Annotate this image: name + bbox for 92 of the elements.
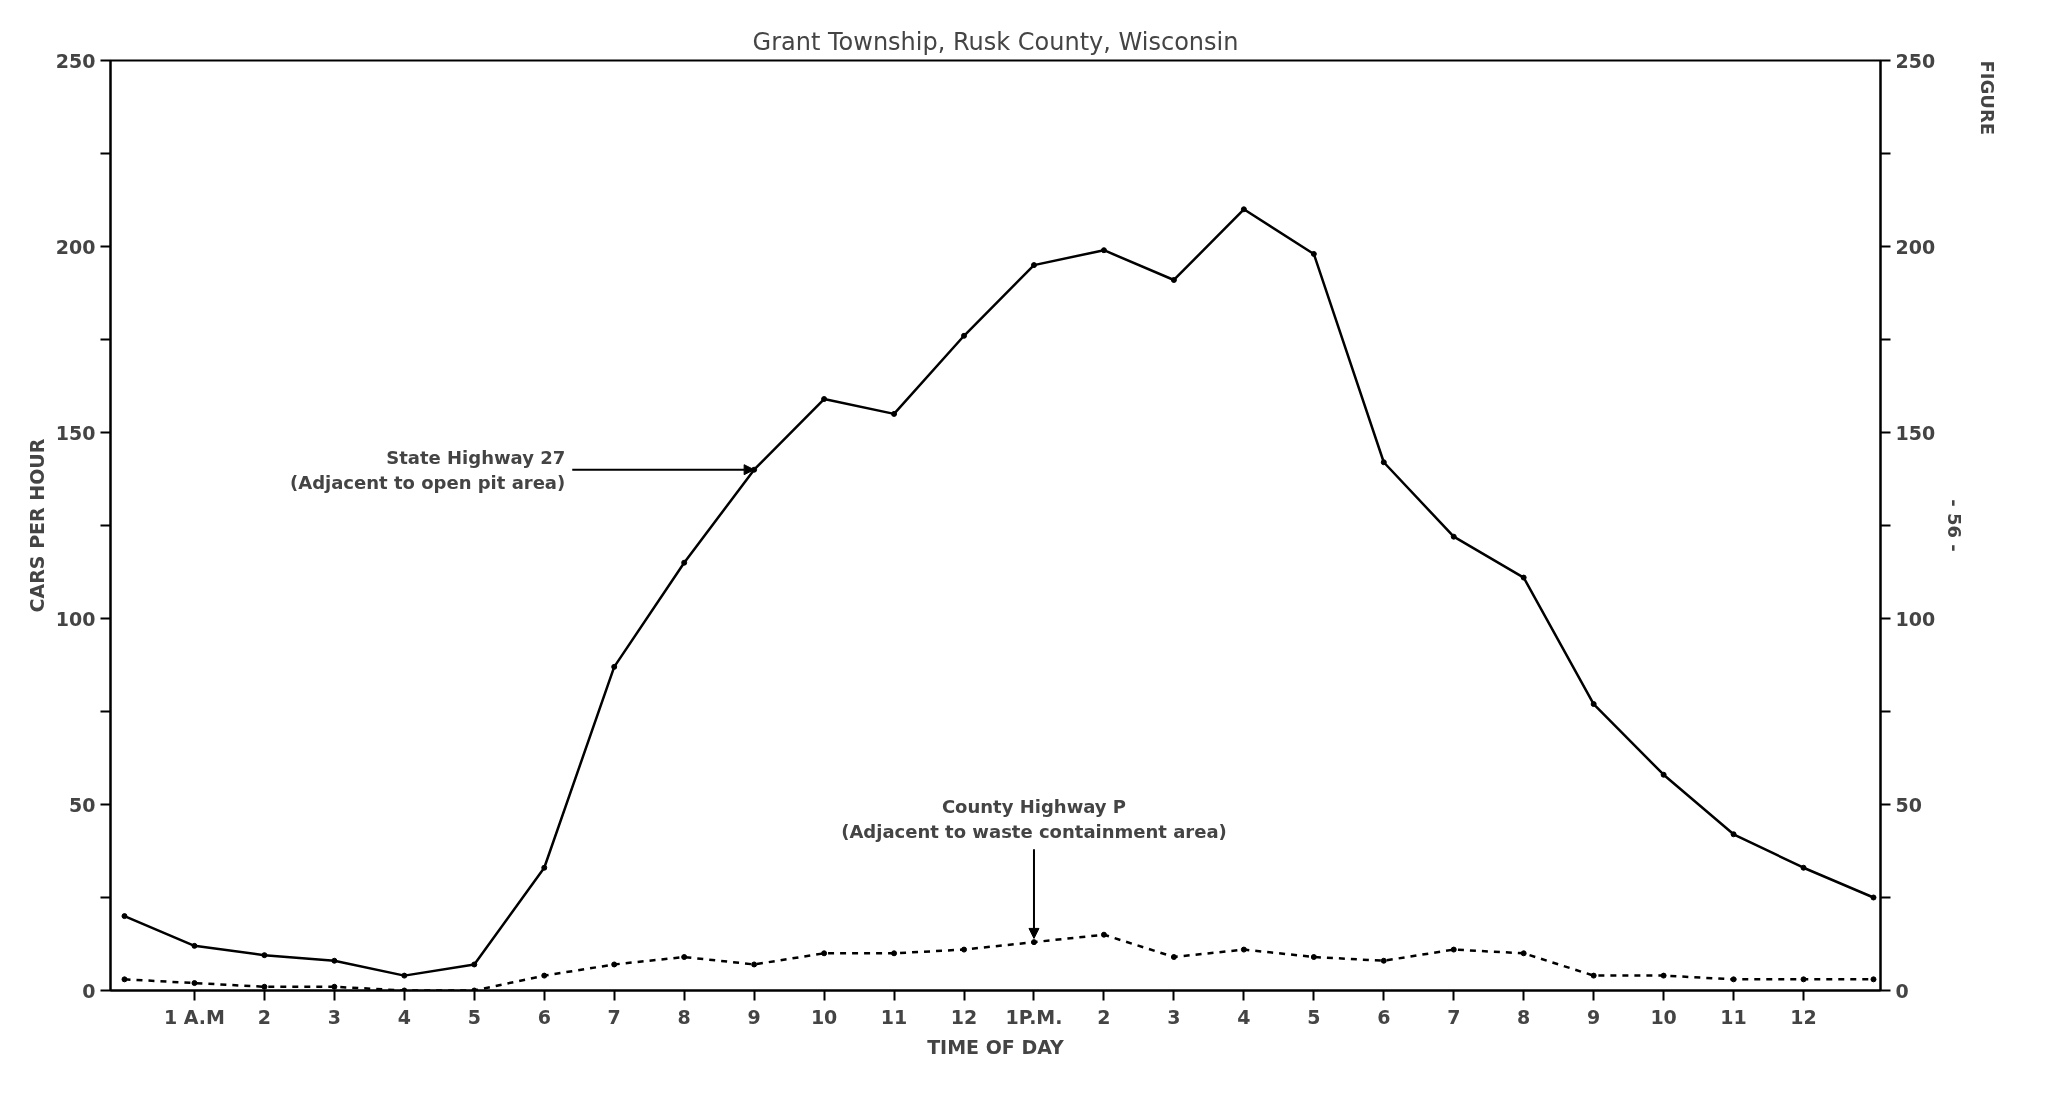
text: - 56 - — [1943, 499, 1965, 552]
y2-tick-label: 250 — [1895, 49, 1936, 72]
point — [961, 946, 968, 953]
point — [1590, 701, 1597, 708]
x-tick-label: 4 — [397, 1005, 411, 1028]
x-tick-label: 5 — [467, 1005, 481, 1028]
x-tick-label: 3 — [1167, 1005, 1181, 1028]
x-axis-title: TIME OF DAY — [927, 1035, 1065, 1058]
y-tick-label: 200 — [55, 235, 96, 258]
x-tick-label: 12 — [950, 1005, 978, 1028]
point — [1520, 950, 1527, 957]
point — [1380, 459, 1387, 466]
point — [191, 942, 198, 949]
point — [401, 972, 408, 979]
y2-tick-label: 50 — [1895, 793, 1922, 816]
y-tick-label: 100 — [55, 607, 96, 630]
point — [821, 950, 828, 957]
point — [1730, 831, 1737, 838]
y-tick-label: 50 — [69, 793, 96, 816]
point — [611, 663, 618, 670]
x-tick-label: 5 — [1307, 1005, 1321, 1028]
point — [541, 864, 548, 871]
point — [681, 954, 688, 961]
point — [1310, 250, 1317, 257]
text: FIGURE — [1976, 60, 1998, 136]
chart-title: Grant Township, Rusk County, Wisconsin — [752, 27, 1239, 56]
point — [471, 961, 478, 968]
point — [1800, 976, 1807, 983]
x-tick-label: 11 — [1720, 1005, 1747, 1028]
point — [1380, 957, 1387, 964]
point — [1100, 931, 1107, 938]
annotation: State Highway 27 (Adjacent to open pit area) — [290, 446, 566, 493]
point — [1730, 976, 1737, 983]
point — [121, 976, 128, 983]
point — [611, 961, 618, 968]
x-tick-label: 3 — [327, 1005, 341, 1028]
x-tick-label: 12 — [1790, 1005, 1817, 1028]
point — [961, 332, 968, 339]
x-tick-label: 1P.M. — [1005, 1005, 1063, 1028]
y-tick-label: 250 — [55, 49, 96, 72]
point — [191, 980, 198, 987]
point — [1870, 976, 1877, 983]
x-tick-label: 10 — [1650, 1005, 1677, 1028]
x-tick-label: 10 — [810, 1005, 838, 1028]
x-tick-label: 4 — [1237, 1005, 1251, 1028]
point — [1450, 946, 1457, 953]
x-tick-label: 2 — [257, 1005, 272, 1028]
x-tick-label: 1 A.M — [163, 1005, 225, 1028]
point — [1240, 946, 1247, 953]
y-axis-title: CARS PER HOUR — [25, 438, 48, 613]
y2-tick-label: 150 — [1895, 421, 1936, 444]
x-tick-label: 6 — [537, 1005, 551, 1028]
point — [1870, 894, 1877, 901]
point — [1030, 262, 1037, 269]
annotation: County Highway P (Adjacent to waste containment area) — [841, 795, 1227, 842]
point — [331, 983, 338, 990]
x-tick-label: 7 — [1447, 1005, 1461, 1028]
point — [1450, 533, 1457, 540]
y2-tick-label: 100 — [1895, 607, 1936, 630]
x-tick-label: 8 — [677, 1005, 691, 1028]
point — [1170, 276, 1177, 283]
point — [1240, 206, 1247, 213]
point — [1170, 954, 1177, 961]
point — [1520, 574, 1527, 581]
y-tick-label: 0 — [82, 979, 96, 1002]
point — [1660, 972, 1667, 979]
point — [681, 559, 688, 566]
point — [541, 972, 548, 979]
point — [121, 913, 128, 920]
point — [751, 961, 758, 968]
point — [1030, 939, 1037, 946]
x-tick-label: 2 — [1097, 1005, 1111, 1028]
point — [261, 983, 268, 990]
point — [891, 410, 898, 417]
point — [1660, 771, 1667, 778]
y2-tick-label: 0 — [1895, 979, 1909, 1002]
y2-tick-label: 200 — [1895, 235, 1936, 258]
point — [1310, 954, 1317, 961]
x-tick-label: 8 — [1517, 1005, 1531, 1028]
point — [331, 957, 338, 964]
point — [261, 952, 268, 959]
point — [821, 396, 828, 403]
y-tick-label: 150 — [55, 421, 96, 444]
x-tick-label: 11 — [880, 1005, 908, 1028]
x-tick-label: 7 — [607, 1005, 621, 1028]
point — [891, 950, 898, 957]
point — [1590, 972, 1597, 979]
x-tick-label: 9 — [747, 1005, 761, 1028]
point — [1800, 864, 1807, 871]
x-tick-label: 9 — [1587, 1005, 1601, 1028]
point — [1100, 247, 1107, 254]
x-tick-label: 6 — [1377, 1005, 1391, 1028]
